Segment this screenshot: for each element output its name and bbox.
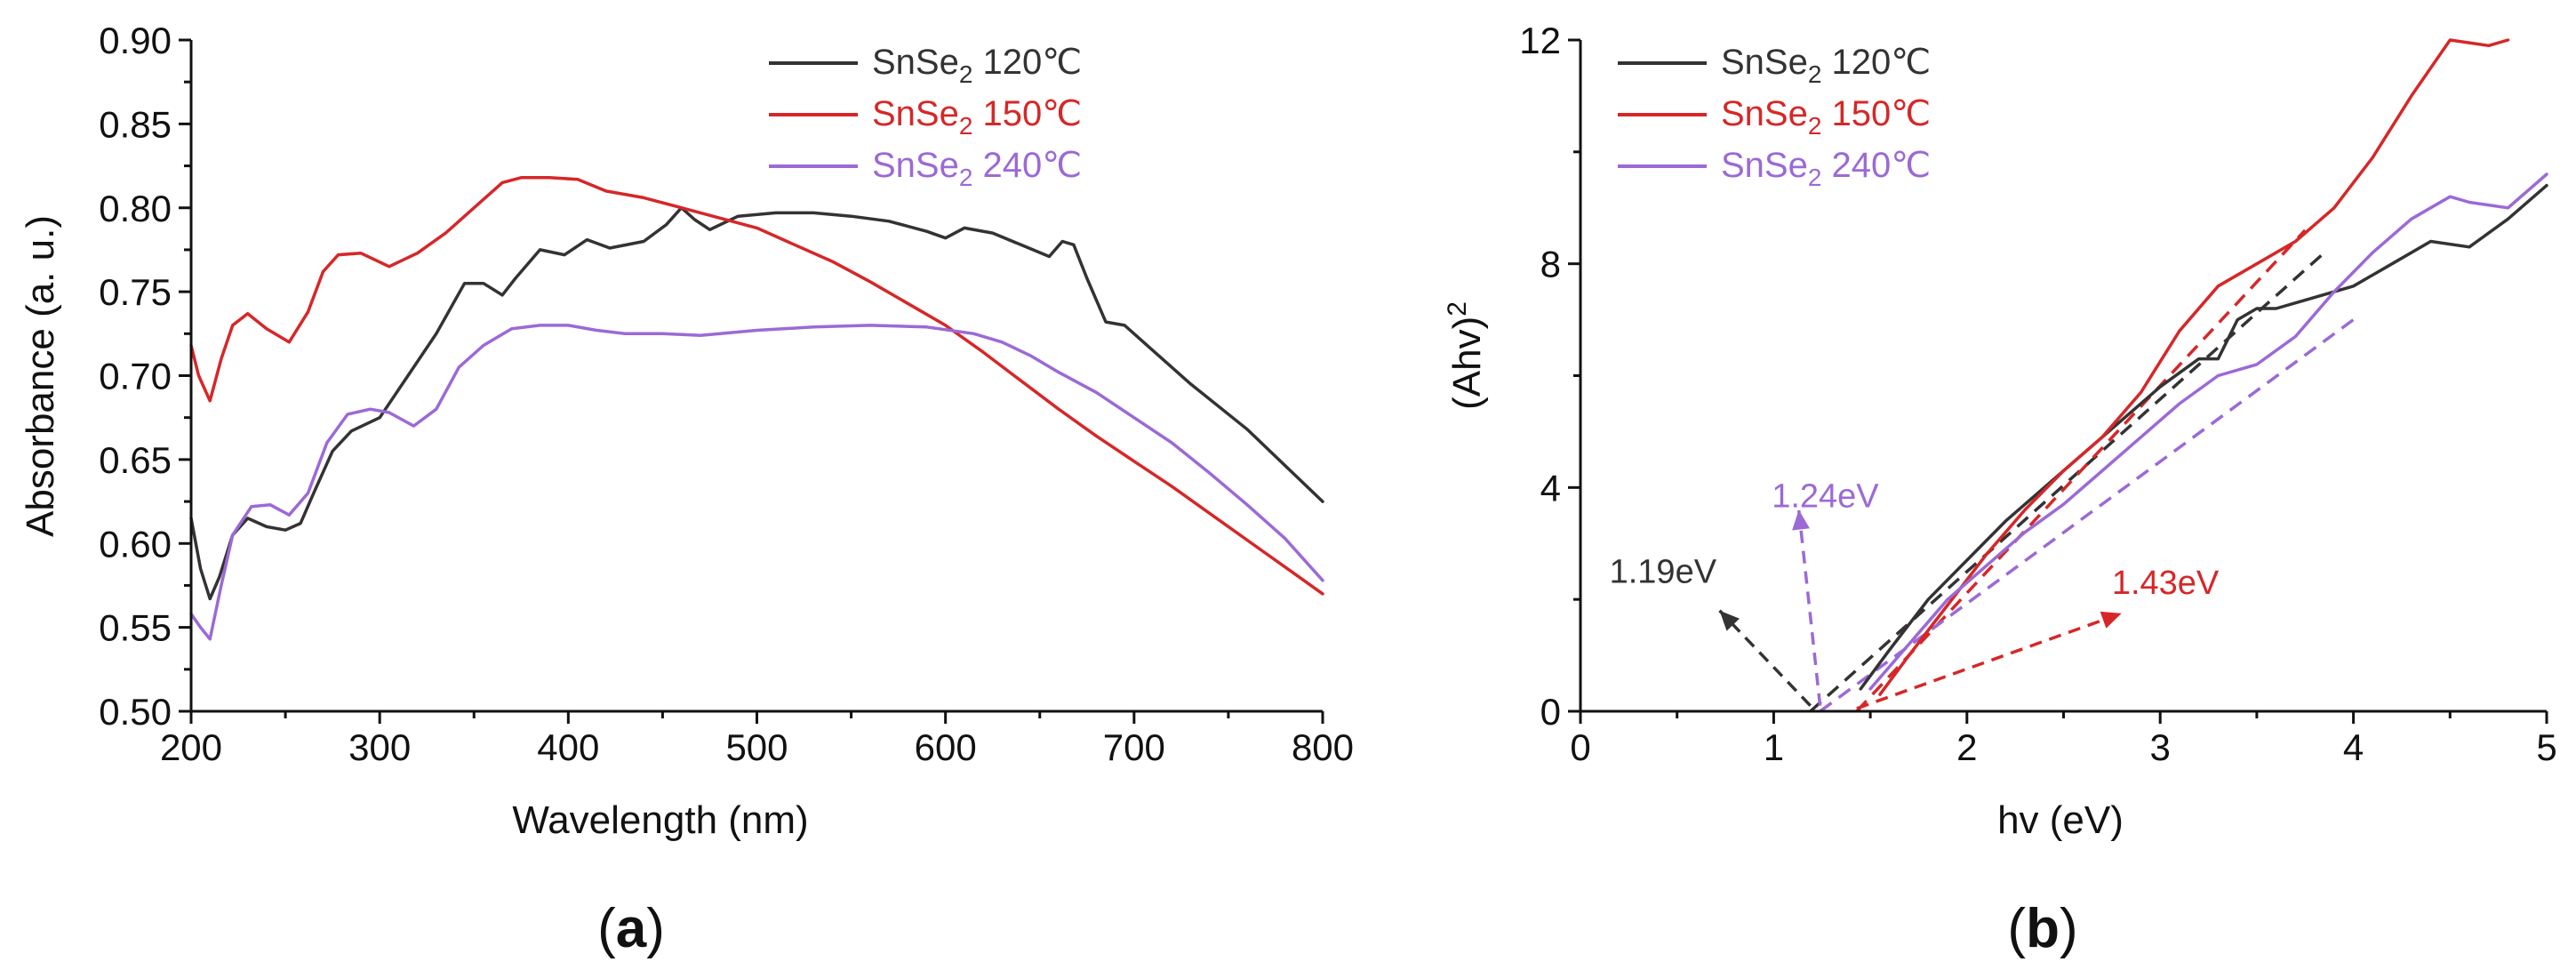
legend-label-base: SnSe: [1721, 94, 1808, 133]
legend-label-b-0: SnSe2 120℃: [1721, 43, 1931, 88]
y-tick-label-b: 8: [1540, 244, 1561, 285]
y-tick-label-a: 0.50: [99, 691, 172, 733]
y-tick-label-a: 0.90: [99, 20, 172, 61]
panel-a-chart: 200 300 400 500 600 700 800 0.50 0.55 0.60 0.65 0.7…: [19, 20, 1354, 842]
legend-label-b-1: SnSe2 150℃: [1721, 94, 1931, 140]
legend-label-base: SnSe: [872, 43, 959, 82]
x-tick-label-a: 500: [725, 726, 788, 768]
panel-a-caption-close: ): [646, 898, 665, 959]
legend-label-sub: 2: [959, 112, 973, 140]
y-tick-label-a: 0.55: [99, 607, 172, 649]
y-tick-label-a: 0.60: [99, 523, 172, 565]
panel-a-xlabel: Wavelength (nm): [512, 798, 808, 842]
annotation-arrowhead-0: [1719, 610, 1740, 631]
fit-line-1: [1855, 228, 2307, 713]
legend-label-sub: 2: [959, 60, 973, 88]
x-tick-label-a: 700: [1103, 726, 1165, 768]
x-tick-label-b: 4: [2343, 726, 2364, 768]
series-line-a-2: [189, 324, 1324, 641]
legend-label-sub: 2: [1808, 60, 1822, 88]
x-tick-label-a: 200: [160, 726, 222, 768]
legend-label-sub: 2: [1808, 112, 1822, 140]
x-tick-label-b: 3: [2150, 726, 2171, 768]
series-line-b-2: [1868, 172, 2548, 691]
x-tick-label-a: 400: [537, 726, 599, 768]
legend-label-temp: 150℃: [972, 94, 1082, 133]
x-tick-label-a: 800: [1292, 726, 1354, 768]
panel-a-caption-open: (: [597, 898, 616, 959]
legend-label-temp: 240℃: [1821, 146, 1931, 185]
legend-label-a-0: SnSe2 120℃: [872, 43, 1082, 88]
panel-b-ylabel-sup: 2: [1443, 301, 1472, 317]
annotation-arrowhead-2: [2100, 611, 2122, 629]
legend-label-b-2: SnSe2 240℃: [1721, 146, 1931, 191]
fit-line-2: [1819, 318, 2355, 713]
legend-label-base: SnSe: [872, 94, 959, 133]
annotation-label-2: 1.43eV: [2112, 565, 2220, 602]
legend-label-sub: 2: [1808, 164, 1822, 191]
x-tick-label-b: 5: [2536, 726, 2556, 768]
annotation-arrowhead-1: [1792, 509, 1810, 531]
series-line-b-1: [1878, 38, 2510, 696]
legend-label-sub: 2: [959, 164, 973, 191]
y-tick-label-b: 0: [1540, 691, 1561, 733]
series-line-a-0: [189, 205, 1324, 601]
y-tick-label-a: 0.65: [99, 439, 172, 481]
panel-a-ylabel: Absorbance (a. u.): [19, 215, 62, 537]
annotation-arrow-2: [1856, 612, 2123, 710]
x-tick-label-b: 1: [1764, 726, 1784, 768]
y-tick-label-a: 0.80: [99, 188, 172, 229]
panel-b-ylabel: (Ahv)2: [1443, 301, 1489, 410]
legend-label-temp: 150℃: [1821, 94, 1931, 133]
panel-b-caption-close: ): [2060, 898, 2078, 959]
annotation-arrow-0: [1718, 609, 1812, 707]
legend-label-base: SnSe: [1721, 146, 1808, 185]
x-tick-label-b: 0: [1570, 726, 1590, 768]
panel-b-caption: (b): [2007, 898, 2077, 959]
series-line-a-1: [189, 176, 1324, 596]
y-tick-label-b: 4: [1540, 467, 1561, 509]
x-tick-label-a: 300: [348, 726, 411, 768]
panel-a-caption-letter: a: [616, 898, 647, 959]
y-tick-label-a: 0.70: [99, 356, 172, 397]
y-tick-label-a: 0.75: [99, 271, 172, 313]
x-tick-label-b: 2: [1956, 726, 1977, 768]
legend-label-temp: 120℃: [972, 43, 1082, 82]
panel-a-caption: (a): [597, 898, 665, 959]
legend-label-temp: 120℃: [1821, 43, 1931, 82]
legend-label-temp: 240℃: [972, 146, 1082, 185]
series-line-b-0: [1859, 183, 2548, 691]
legend-label-base: SnSe: [1721, 43, 1808, 82]
panel-b-caption-letter: b: [2026, 898, 2060, 959]
legend-label-a-2: SnSe2 240℃: [872, 146, 1082, 191]
y-tick-label-b: 12: [1519, 20, 1561, 61]
annotation-arrow-1: [1796, 509, 1822, 706]
legend-label-base: SnSe: [872, 146, 959, 185]
x-tick-label-a: 600: [915, 726, 977, 768]
panel-b-caption-open: (: [2007, 898, 2026, 959]
legend-label-a-1: SnSe2 150℃: [872, 94, 1082, 140]
y-tick-label-a: 0.85: [99, 103, 172, 145]
panel-b-xlabel: hv (eV): [1997, 798, 2124, 842]
annotation-label-1: 1.24eV: [1772, 477, 1879, 515]
panel-b-ylabel-base: (Ahv): [1445, 317, 1489, 410]
annotation-label-0: 1.19eV: [1610, 553, 1717, 590]
